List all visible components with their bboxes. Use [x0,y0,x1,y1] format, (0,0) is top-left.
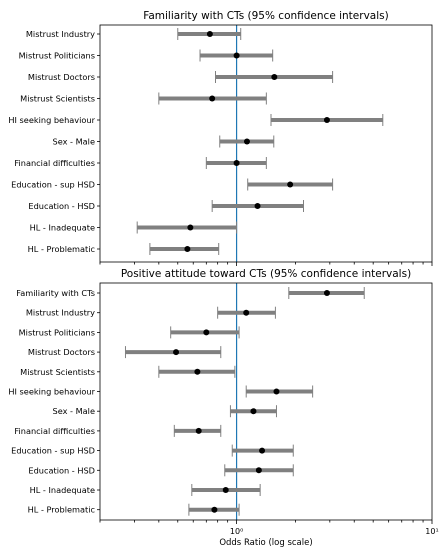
y-tick-label: Mistrust Politicians [19,327,95,337]
row-7: Financial difficulties [14,157,267,169]
panel-2: Positive attitude toward CTs (95% confid… [8,268,438,548]
axes-frame [99,24,433,263]
x-tick-label: 10¹ [425,527,438,536]
y-tick-label: Mistrust Politicians [19,51,95,61]
y-tick-label: Education - HSD [28,465,95,475]
odds-ratio-point [209,95,216,102]
row-12: HL - Problematic [28,503,240,516]
row-6: HI seeking behaviour [8,385,314,398]
panel-title: Familiarity with CTs (95% confidence int… [143,10,388,22]
y-tick-label: Education - sup HSD [11,446,95,456]
row-11: HL - Problematic [28,243,220,255]
x-axis-label: Odds Ratio (log scale) [219,538,312,548]
row-6: Sex - Male [53,135,275,148]
row-9: Education - HSD [28,200,305,212]
y-tick-label: Mistrust Doctors [28,72,95,82]
odds-ratio-point [184,246,191,252]
odds-ratio-point [195,427,202,434]
row-8: Education - sup HSD [11,178,334,191]
row-1: Familiarity with CTs [16,287,365,299]
y-tick-label: HL - Inadequate [30,223,95,233]
odds-ratio-point [173,349,180,356]
row-1: Mistrust Industry [26,28,242,40]
odds-ratio-point [271,74,278,80]
odds-ratio-point [259,447,266,454]
odds-ratio-point [287,181,294,188]
y-tick-label: HL - Inadequate [30,485,95,495]
y-tick-label: Mistrust Scientists [20,94,95,104]
row-10: HL - Inadequate [30,221,238,234]
row-2: Mistrust Industry [26,306,276,319]
odds-ratio-point [243,309,250,316]
panel-title: Positive attitude toward CTs (95% confid… [121,268,411,280]
y-tick-label: Familiarity with CTs [16,288,95,298]
y-tick-label: Mistrust Doctors [28,347,95,357]
y-tick-label: Education - HSD [28,201,95,211]
row-7: Sex - Male [53,405,277,418]
odds-ratio-point [194,368,201,375]
y-tick-label: Mistrust Industry [26,29,95,39]
y-tick-label: Sex - Male [53,406,96,416]
row-5: HI seeking behaviour [8,114,384,126]
y-tick-label: Mistrust Industry [26,308,95,318]
odds-ratio-point [211,506,218,513]
odds-ratio-point [187,224,194,231]
row-3: Mistrust Doctors [28,71,334,83]
axes-frame [99,282,433,521]
odds-ratio-point [233,52,240,59]
odds-ratio-point [254,203,261,209]
row-4: Mistrust Scientists [20,92,267,105]
y-tick-label: Financial difficulties [14,426,95,436]
row-5: Mistrust Scientists [20,365,236,378]
row-4: Mistrust Doctors [28,346,222,359]
row-2: Mistrust Politicians [19,49,274,62]
row-9: Education - sup HSD [11,444,294,457]
y-tick-label: HI seeking behaviour [8,387,95,397]
y-tick-label: Mistrust Scientists [20,367,95,377]
y-tick-label: HL - Problematic [28,505,95,515]
row-3: Mistrust Politicians [19,326,240,339]
odds-ratio-point [273,388,280,395]
row-11: HL - Inadequate [30,484,261,496]
odds-ratio-point [233,160,240,166]
y-tick-label: HI seeking behaviour [8,115,95,125]
odds-ratio-point [243,138,250,145]
y-tick-label: Financial difficulties [14,158,95,168]
y-tick-label: Education - sup HSD [11,180,95,190]
row-8: Financial difficulties [14,424,222,437]
odds-ratio-point [206,31,213,37]
y-tick-label: Sex - Male [53,137,96,147]
odds-ratio-point [250,408,257,415]
odds-ratio-point [323,117,330,123]
odds-ratio-point [255,467,262,474]
x-tick-label: 10⁰ [230,527,243,536]
y-tick-label: HL - Problematic [28,244,95,254]
panel-1: Familiarity with CTs (95% confidence int… [8,10,433,266]
odds-ratio-point [323,290,330,296]
odds-ratio-point [203,329,210,336]
row-10: Education - HSD [28,464,294,477]
odds-ratio-point [222,487,229,493]
